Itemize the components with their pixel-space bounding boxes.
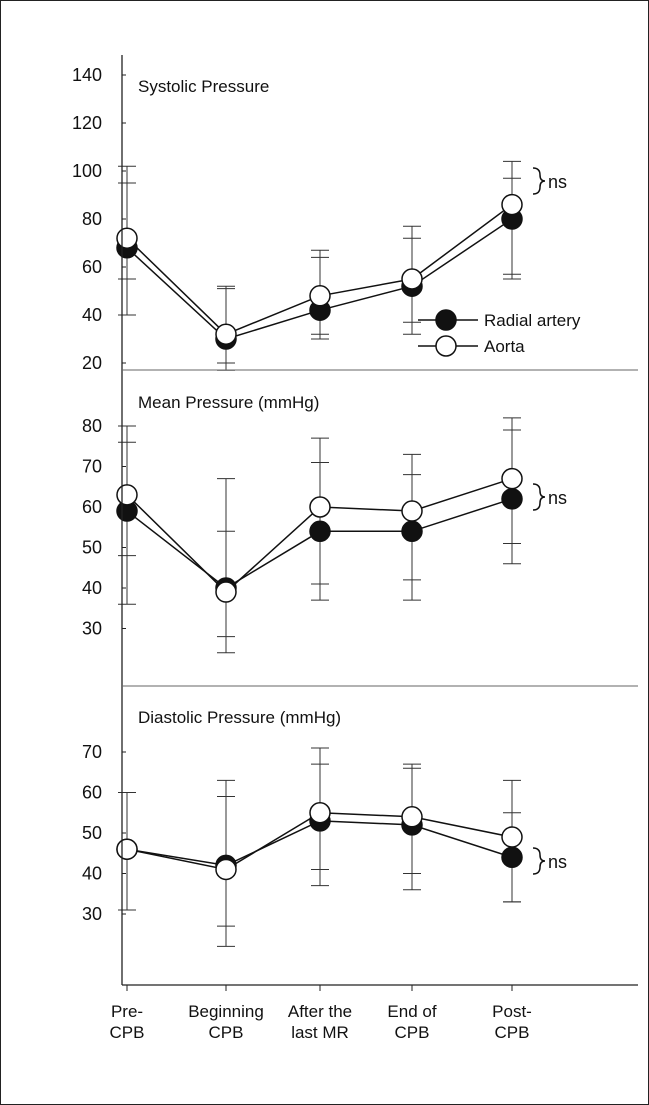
y-tick-label: 50	[82, 823, 102, 843]
diastolic-panel: Diastolic Pressure (mmHg) 30 40 50 60 70 ns	[82, 708, 567, 947]
y-tick-label: 40	[82, 864, 102, 884]
x-category-label: End of	[387, 1002, 436, 1021]
x-category-label: last MR	[291, 1023, 349, 1042]
x-category-label: CPB	[395, 1023, 430, 1042]
mean-panel: Mean Pressure (mmHg) 30 40 50 60 70 80 ns	[82, 393, 567, 654]
y-tick-label: 60	[82, 497, 102, 517]
y-tick-label: 60	[82, 783, 102, 803]
y-tick-label: 140	[72, 65, 102, 85]
legend-radial-marker	[435, 309, 457, 331]
mean-points	[116, 467, 523, 603]
radial-artery-point	[501, 846, 523, 869]
diastolic-y-ticks: 30 40 50 60 70	[82, 742, 126, 924]
aorta-point	[401, 806, 423, 828]
systolic-panel: Systolic Pressure 20 40 60 80 100 120 140 ns R…	[72, 65, 581, 373]
aorta-point	[501, 193, 523, 216]
mean-panel-title: Mean Pressure (mmHg)	[138, 393, 319, 412]
radial-artery-point	[401, 520, 423, 543]
x-category-label: After the	[288, 1002, 352, 1021]
diastolic-ns-brace	[532, 847, 546, 875]
aorta-point	[116, 838, 138, 860]
y-tick-label: 50	[82, 538, 102, 558]
diastolic-ns-label: ns	[548, 852, 567, 872]
radial-artery-point	[309, 520, 331, 543]
y-tick-label: 80	[82, 416, 102, 436]
aorta-point	[501, 467, 523, 490]
aorta-point	[309, 496, 331, 518]
radial-artery-point	[501, 488, 523, 510]
y-tick-label: 70	[82, 742, 102, 762]
y-tick-label: 40	[82, 578, 102, 598]
x-category-label: Beginning	[188, 1002, 264, 1021]
systolic-ns-brace	[532, 167, 546, 195]
aorta-point	[116, 227, 138, 249]
x-category-label: Post-	[492, 1002, 532, 1021]
x-category-label: CPB	[209, 1023, 244, 1042]
systolic-panel-title: Systolic Pressure	[138, 77, 269, 96]
aorta-point	[309, 285, 331, 307]
systolic-points	[116, 193, 523, 350]
x-category-label: CPB	[495, 1023, 530, 1042]
aorta-point	[116, 484, 138, 506]
aorta-point	[401, 268, 423, 290]
diastolic-panel-title: Diastolic Pressure (mmHg)	[138, 708, 341, 727]
aorta-point	[401, 500, 423, 522]
legend-aorta-marker	[435, 335, 457, 357]
diastolic-points	[116, 802, 523, 881]
mean-ns-brace	[532, 483, 546, 511]
aorta-point	[309, 802, 331, 824]
y-tick-label: 100	[72, 161, 102, 181]
y-tick-label: 120	[72, 113, 102, 133]
systolic-y-ticks: 20 40 60 80 100 120 140	[72, 65, 126, 373]
aorta-point	[215, 581, 237, 603]
aorta-point	[501, 826, 523, 848]
x-category-label: Pre-	[111, 1002, 143, 1021]
legend-radial-label: Radial artery	[484, 311, 581, 330]
y-tick-label: 30	[82, 619, 102, 639]
mean-ns-label: ns	[548, 488, 567, 508]
axes-frame	[121, 55, 638, 986]
aorta-point	[215, 323, 237, 345]
legend-aorta-label: Aorta	[484, 337, 525, 356]
systolic-ns-label: ns	[548, 172, 567, 192]
y-tick-label: 40	[82, 305, 102, 325]
mean-y-ticks: 30 40 50 60 70 80	[82, 416, 126, 639]
x-axis-categories: Pre- CPB Beginning CPB After the last MR End o…	[110, 985, 532, 1042]
y-tick-label: 80	[82, 209, 102, 229]
aorta-point	[215, 858, 237, 881]
y-tick-label: 70	[82, 457, 102, 477]
y-tick-label: 30	[82, 904, 102, 924]
x-category-label: CPB	[110, 1023, 145, 1042]
y-tick-label: 60	[82, 257, 102, 277]
y-tick-label: 20	[82, 353, 102, 373]
